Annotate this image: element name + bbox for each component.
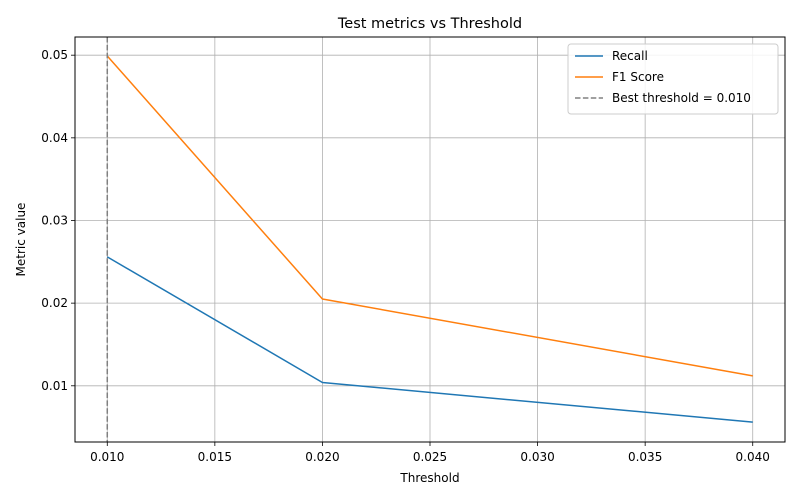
x-tick-label: 0.020 xyxy=(305,450,339,464)
legend-box xyxy=(567,43,779,115)
grid-layer xyxy=(75,37,785,442)
y-tick-label: 0.04 xyxy=(41,131,68,145)
x-tick-label: 0.030 xyxy=(520,450,554,464)
x-tick-label: 0.035 xyxy=(628,450,662,464)
y-tick-label: 0.01 xyxy=(41,379,68,393)
f1-score-line xyxy=(106,55,753,377)
x-axis-title: Threshold xyxy=(399,471,459,485)
chart-title: Test metrics vs Threshold xyxy=(337,16,522,32)
y-tick-label: 0.02 xyxy=(41,296,68,310)
data-layer xyxy=(106,37,753,442)
y-tick-label: 0.05 xyxy=(41,48,68,62)
x-tick-label: 0.025 xyxy=(413,450,447,464)
y-axis-title: Metric value xyxy=(14,203,28,277)
legend-label-f1-score: F1 Score xyxy=(612,70,664,84)
y-tick-label: 0.03 xyxy=(41,213,68,227)
tick-layer: 0.010 0.015 0.020 0.025 0.030 0.035 0.040 0.01 0… xyxy=(41,48,770,464)
x-tick-label: 0.015 xyxy=(198,450,232,464)
x-tick-label: 0.040 xyxy=(736,450,770,464)
recall-line xyxy=(106,256,753,423)
legend-label-best-threshold: Best threshold = 0.010 xyxy=(612,91,751,105)
legend-label-recall: Recall xyxy=(612,49,648,63)
x-tick-label: 0.010 xyxy=(90,450,124,464)
legend: Recall F1 Score Best threshold = 0.010 xyxy=(567,43,779,115)
